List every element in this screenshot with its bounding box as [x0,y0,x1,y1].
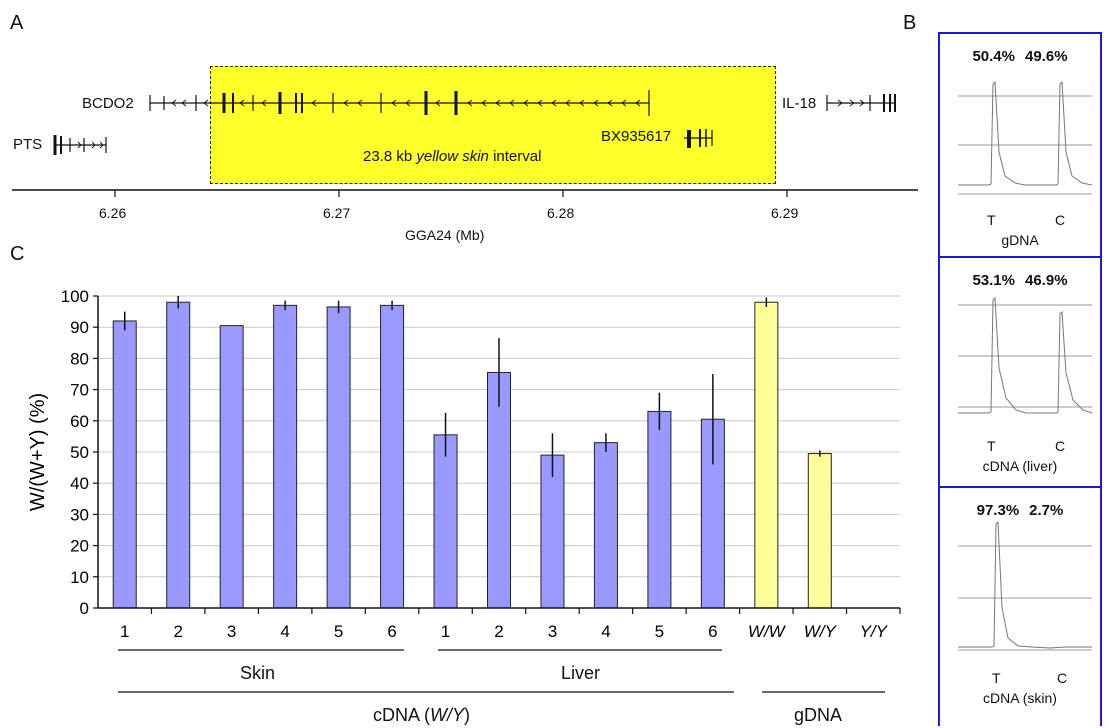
y-tick-label: 50 [70,443,89,462]
trace-label-t: T [987,212,996,228]
genomic-axis-label: GGA24 (Mb) [405,227,485,243]
group-label-gdna: gDNA [794,705,843,725]
gene-label-il18: IL-18 [782,95,817,112]
bar [647,410,672,609]
y-tick-label: 100 [61,287,89,306]
panel-label-a: A [10,12,24,34]
x-tick-label: 3 [227,622,236,641]
trace-caption: cDNA (liver) [982,458,1058,474]
trace-gdna [958,80,1093,195]
y-ticks: 0 10 20 30 40 50 60 70 80 90 100 [61,287,98,618]
genomic-tick-label: 6.28 [547,205,575,221]
y-tick-label: 40 [70,474,89,493]
trace-label-t: T [992,670,1001,686]
trace-label-c: C [1055,438,1066,454]
y-tick-label: 0 [80,599,89,618]
x-tick-label: W/W [748,622,787,641]
x-tick-label: 1 [441,622,450,641]
trace-label-t: T [987,438,996,454]
x-tick-label: 6 [387,622,396,641]
gene-label-bx935617: BX935617 [601,128,672,145]
x-tick-labels: 1 2 3 4 5 6 1 2 3 4 5 6 W/W W/Y Y/Y [120,608,901,641]
bcdo2-exons [163,91,458,115]
bar [326,306,351,609]
bar [433,434,458,609]
y-tick-label: 70 [70,381,89,400]
y-axis-label: W/(W+Y) (%) [27,393,49,511]
bar [807,453,832,609]
bar [166,301,191,609]
bar [487,371,511,609]
genomic-tick-label: 6.26 [99,205,127,221]
x-tick-label: 4 [601,622,610,641]
trace-caption: gDNA [1001,232,1039,248]
gene-label-pts: PTS [13,136,43,153]
panel-label-c: C [10,243,25,265]
panel-label-b: B [903,12,917,34]
y-tick-label: 80 [70,349,89,368]
bar [380,304,405,609]
y-tick-label: 20 [70,537,89,556]
x-tick-label: W/Y [804,622,838,641]
trace-label-c: C [1055,212,1066,228]
y-tick-label: 10 [70,568,89,587]
x-tick-label: 6 [708,622,717,641]
bar-chart: 0 10 20 30 40 50 60 70 80 90 100 1 2 3 4 5 6 1 2 3 4 5 6 W/W W/… [27,287,901,693]
trace-panel-cdna-liver: 53.1% 46.9% T C cDNA (liver) [938,256,1102,488]
x-tick-label: 4 [280,622,289,641]
bar [540,454,565,609]
x-tick-label: 5 [655,622,664,641]
gene-label-bcdo2: BCDO2 [82,95,134,112]
bar [112,320,137,609]
gene-track-diagram [12,90,918,197]
trace-label-c: C [1057,670,1068,686]
yellow-skin-interval-box [210,66,776,184]
group-label-cdna: cDNA (W/Y) [373,705,471,725]
trace-percentages: 50.4% 49.6% [972,48,1068,65]
bar [219,325,244,609]
x-tick-label: 2 [494,622,503,641]
x-tick-label: Y/Y [860,622,889,641]
bar [593,442,618,609]
x-tick-label: 3 [548,622,557,641]
x-tick-label: 2 [173,622,182,641]
genomic-tick-label: 6.29 [771,205,799,221]
trace-caption: cDNA (skin) [983,690,1057,706]
trace-panel-cdna-skin: 97.3% 2.7% T C cDNA (skin) [938,486,1102,726]
trace-percentages: 97.3% 2.7% [976,502,1064,519]
trace-cdna-liver [958,296,1093,414]
x-tick-label: 5 [334,622,343,641]
group-label-skin: Skin [240,663,276,683]
trace-percentages: 53.1% 46.9% [972,272,1068,289]
group-label-liver: Liver [561,663,601,683]
bar [754,301,779,609]
interval-label: 23.8 kb yellow skin interval [363,148,542,165]
x-tick-label: 1 [120,622,129,641]
bars [112,301,832,609]
trace-cdna-skin [958,520,1092,651]
trace-panel-gdna: 50.4% 49.6% T C gDNA [938,32,1102,258]
bar [273,304,298,609]
genomic-tick-label: 6.27 [323,205,351,221]
error-bars [123,296,821,477]
y-tick-label: 90 [70,318,89,337]
y-tick-label: 30 [70,505,89,524]
bcdo2-strand-arrows [171,99,641,107]
y-tick-label: 60 [70,412,89,431]
